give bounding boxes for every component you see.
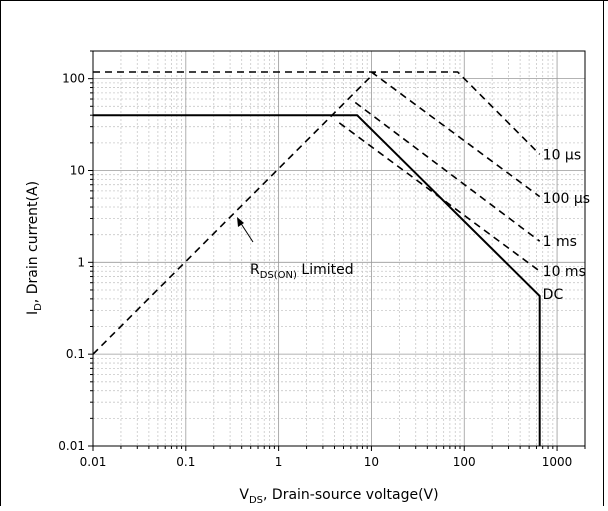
rds-arrow [237, 217, 254, 243]
rds-label-sub: DS(ON) [260, 270, 297, 281]
y-axis-title-sub: D [33, 303, 44, 311]
annotation-10-s: 10 µs [543, 147, 581, 163]
x-tick-label: 1 [275, 455, 283, 469]
ticks: 0.01 0.1 1 10 100 1000 0.01 0.1 1 10 100 [58, 50, 586, 469]
x-tick-label: 0.1 [176, 455, 195, 469]
plot-area-border [92, 50, 586, 447]
x-tick-label: 100 [453, 455, 476, 469]
series-line-dc [93, 114, 541, 446]
x-tick-label: 10 [364, 455, 379, 469]
x-axis-title-sub: DS [249, 495, 263, 506]
y-tick-label: 1 [77, 255, 85, 269]
rds-arrow-head [237, 217, 244, 227]
rds-label-main: R [250, 262, 260, 278]
x-axis-title-rest: , Drain-source voltage(V) [263, 487, 439, 503]
series-line-10-s [93, 71, 541, 155]
annotation-10-ms: 10 ms [543, 264, 586, 280]
annotation-dc: DC [543, 287, 564, 303]
x-axis-title: VDS, Drain-source voltage(V) [239, 487, 438, 506]
rds-label-rest: Limited [297, 262, 354, 278]
y-tick-label: 10 [70, 163, 85, 177]
y-tick-label: 100 [62, 72, 85, 86]
x-axis-title-main: V [239, 487, 249, 503]
y-tick-label: 0.1 [66, 347, 85, 361]
x-tick-label: 0.01 [80, 455, 107, 469]
y-axis-title: ID, Drain current(A) [25, 181, 44, 315]
y-tick-label: 0.01 [58, 439, 85, 453]
y-axis-title-main: I [25, 311, 41, 315]
series-group [92, 71, 541, 446]
series-line-1-ms [354, 101, 541, 242]
series-line-rds-on-limited [92, 71, 376, 355]
x-tick-label: 1000 [542, 455, 573, 469]
annotation-1-ms: 1 ms [543, 234, 577, 250]
rds-arrow-line [239, 221, 254, 243]
grid [92, 50, 586, 447]
y-axis-title-rest: , Drain current(A) [25, 181, 41, 303]
annotations: 10 µs 100 µs 1 ms 10 ms DC [543, 147, 590, 303]
series-line-100-s [370, 71, 541, 198]
annotation-100-s: 100 µs [543, 191, 590, 207]
rds-on-limited-label: RDS(ON) Limited [250, 262, 354, 281]
